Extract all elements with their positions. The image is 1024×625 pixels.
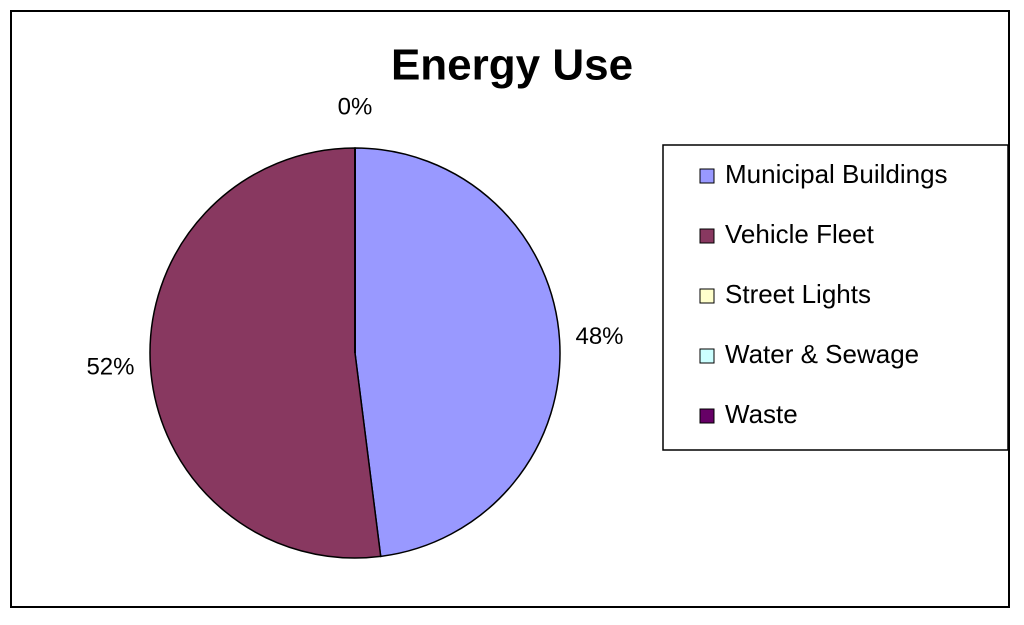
legend-box: [662, 144, 1009, 451]
data-label: 0%: [338, 93, 373, 120]
data-label: 48%: [575, 323, 623, 350]
data-label: 52%: [86, 354, 134, 381]
pie-slice: [354, 147, 561, 558]
chart-title: Energy Use: [391, 41, 633, 90]
legend-label: Municipal Buildings: [725, 159, 948, 189]
legend-swatch: [699, 228, 715, 244]
legend-label: Water & Sewage: [725, 339, 919, 369]
legend-label: Vehicle Fleet: [725, 219, 875, 249]
legend-label: Street Lights: [725, 279, 871, 309]
legend-swatch: [699, 348, 715, 364]
legend-swatch: [699, 288, 715, 304]
legend-swatch: [699, 408, 715, 424]
legend-label: Waste: [725, 399, 798, 429]
pie-slice: [149, 147, 382, 559]
legend-swatch: [699, 168, 715, 184]
